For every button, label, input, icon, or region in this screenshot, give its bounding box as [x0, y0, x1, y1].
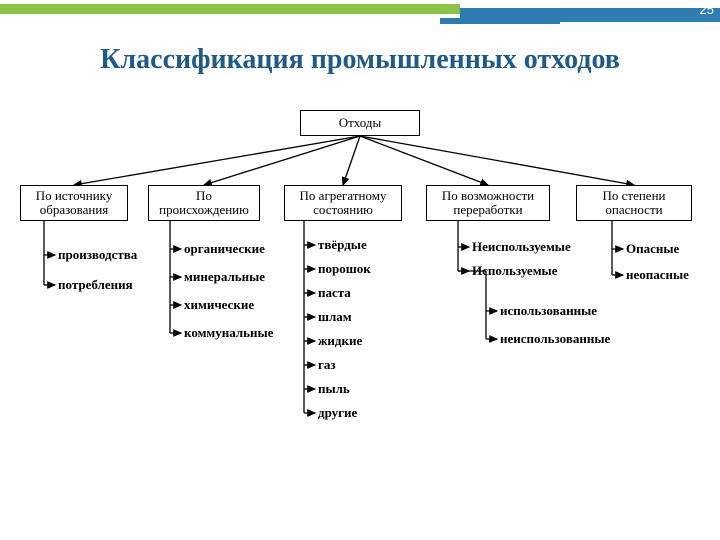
leaf-c0-1: потребления: [58, 278, 133, 291]
root-node: Отходы: [300, 110, 420, 136]
category-c3: По возможности переработки: [426, 185, 550, 221]
leaf-c2-3: шлам: [318, 310, 352, 323]
header-accent-green: [0, 4, 460, 14]
category-c1: По происхождению: [148, 185, 260, 221]
leaf-c0-0: производства: [58, 248, 137, 261]
leaf-c3-3: неиспользованные: [500, 332, 610, 345]
leaf-c2-4: жидкие: [318, 334, 362, 347]
leaf-c4-1: неопасные: [626, 268, 689, 281]
category-c4: По степени опасности: [576, 185, 692, 221]
leaf-c2-0: твёрдые: [318, 238, 367, 251]
diagram-connectors: [0, 110, 720, 540]
leaf-c1-0: органические: [184, 242, 265, 255]
page-title: Классификация промышленных отходов: [0, 44, 720, 76]
leaf-c1-2: химические: [184, 298, 254, 311]
leaf-c2-2: паста: [318, 286, 351, 299]
leaf-c2-5: газ: [318, 358, 336, 371]
leaf-c3-2: использованные: [500, 304, 597, 317]
leaf-c1-3: коммунальные: [184, 326, 273, 339]
classification-diagram: Отходы По источнику образования По происхо…: [0, 110, 720, 540]
leaf-c3-1: Используемые: [472, 264, 557, 277]
header-accent-blue-thin: [440, 18, 560, 24]
leaf-c2-6: пыль: [318, 382, 350, 395]
leaf-c2-1: порошок: [318, 262, 371, 275]
leaf-c1-1: минеральные: [184, 270, 265, 283]
category-c2: По агрегатному состоянию: [284, 185, 402, 221]
header-bar: 25: [0, 0, 720, 30]
leaf-c2-7: другие: [318, 406, 357, 419]
page-number: 25: [700, 2, 714, 17]
leaf-c4-0: Опасные: [626, 242, 679, 255]
leaf-c3-0: Неиспользуемые: [472, 240, 571, 253]
category-c0: По источнику образования: [20, 185, 128, 221]
